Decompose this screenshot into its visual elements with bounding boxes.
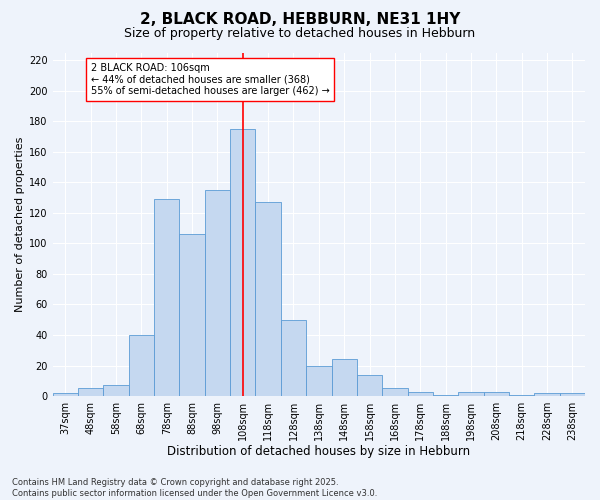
- Bar: [129, 335, 154, 396]
- Bar: [484, 392, 509, 396]
- Bar: [407, 392, 433, 396]
- Bar: [332, 360, 357, 396]
- Bar: [535, 393, 560, 396]
- Bar: [382, 388, 407, 396]
- Bar: [230, 129, 256, 396]
- X-axis label: Distribution of detached houses by size in Hebburn: Distribution of detached houses by size …: [167, 444, 470, 458]
- Bar: [179, 234, 205, 396]
- Bar: [281, 320, 306, 396]
- Y-axis label: Number of detached properties: Number of detached properties: [15, 136, 25, 312]
- Bar: [509, 394, 535, 396]
- Text: Contains HM Land Registry data © Crown copyright and database right 2025.
Contai: Contains HM Land Registry data © Crown c…: [12, 478, 377, 498]
- Bar: [458, 392, 484, 396]
- Bar: [154, 199, 179, 396]
- Text: 2, BLACK ROAD, HEBBURN, NE31 1HY: 2, BLACK ROAD, HEBBURN, NE31 1HY: [140, 12, 460, 28]
- Bar: [433, 394, 458, 396]
- Bar: [205, 190, 230, 396]
- Bar: [78, 388, 103, 396]
- Bar: [357, 374, 382, 396]
- Bar: [306, 366, 332, 396]
- Bar: [256, 202, 281, 396]
- Text: Size of property relative to detached houses in Hebburn: Size of property relative to detached ho…: [124, 28, 476, 40]
- Bar: [103, 386, 129, 396]
- Text: 2 BLACK ROAD: 106sqm
← 44% of detached houses are smaller (368)
55% of semi-deta: 2 BLACK ROAD: 106sqm ← 44% of detached h…: [91, 63, 329, 96]
- Bar: [53, 393, 78, 396]
- Bar: [560, 393, 585, 396]
